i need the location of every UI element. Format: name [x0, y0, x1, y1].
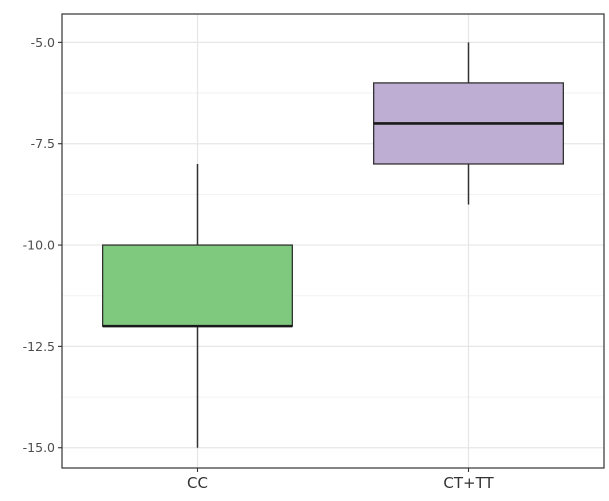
panel-border: [61, 13, 605, 469]
y-tick-label: -7.5: [31, 136, 55, 151]
x-tick-label: CT+TT: [443, 474, 494, 492]
axis-layer: -5.0 -7.5 -10.0 -12.5 -15.0 CC CT+TT: [23, 35, 495, 492]
y-tick-label: -10.0: [23, 238, 55, 253]
box-layer: [102, 42, 564, 448]
box-cc: [102, 244, 293, 327]
y-tick-label: -12.5: [23, 339, 55, 354]
x-tick-label: CC: [187, 474, 208, 492]
y-tick-label: -5.0: [31, 35, 55, 50]
y-tick-label: -15.0: [23, 440, 55, 455]
